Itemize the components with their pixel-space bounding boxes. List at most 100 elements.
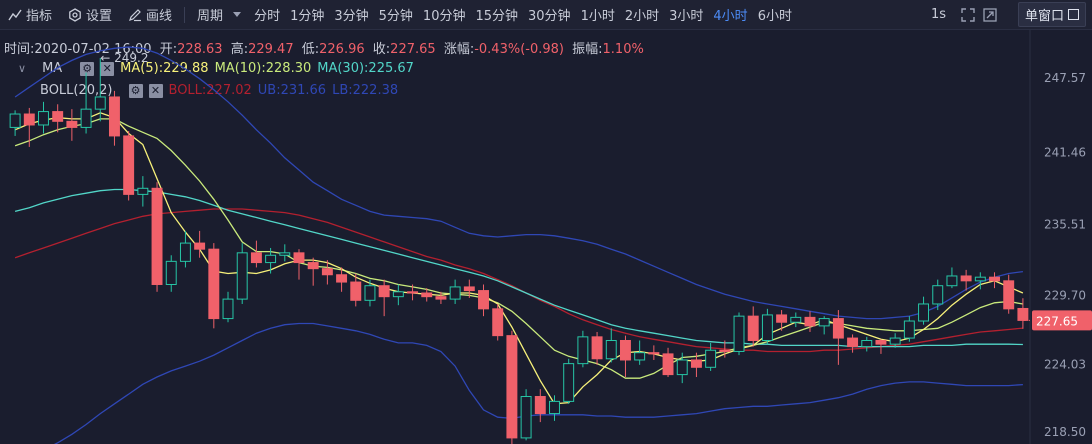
candle-body: [818, 318, 830, 327]
low-label: 低:: [301, 42, 320, 57]
window-icon: [1068, 9, 1079, 20]
period-option[interactable]: 3分钟: [334, 9, 369, 24]
period-option[interactable]: 15分钟: [475, 9, 519, 24]
ohlc-info-bar: 时间:2020-07-02 16:00 开:228.63 高:229.47 低:…: [4, 38, 644, 57]
candle-body: [563, 363, 575, 402]
candle-body: [137, 187, 149, 195]
candle-body: [648, 352, 660, 355]
candle-body: [222, 298, 234, 320]
toolbar: 指标 设置 画线 周期 分时 1分钟 3分钟 5分钟 10分钟 15分钟 30分钟 1小时 2小…: [0, 0, 1092, 30]
settings-button[interactable]: 设置: [60, 5, 120, 24]
boll-close-icon[interactable]: ✕: [148, 83, 163, 98]
candle-body: [520, 396, 532, 439]
candle-body: [94, 96, 106, 110]
candle-body: [392, 291, 404, 298]
candle-body: [847, 337, 859, 348]
change-label: 涨幅:: [443, 42, 475, 57]
period-option[interactable]: 3小时: [669, 9, 704, 24]
ma-settings-icon[interactable]: ⚙: [80, 61, 95, 76]
candle-body: [918, 303, 930, 322]
window-mode-label: 单窗口: [1024, 9, 1064, 24]
candle-body: [236, 252, 248, 300]
boll-settings-icon[interactable]: ⚙: [128, 83, 143, 98]
candle-body: [492, 308, 504, 337]
amplitude-label: 振幅:: [572, 42, 603, 57]
candle-body: [1017, 307, 1029, 321]
period-option[interactable]: 5分钟: [378, 9, 413, 24]
close-label: 收:: [372, 42, 391, 57]
window-mode-button[interactable]: 单窗口: [1017, 2, 1086, 27]
lb-value: LB:222.38: [332, 83, 399, 98]
draw-button[interactable]: 画线: [120, 5, 180, 24]
current-price-label: 227.65: [1036, 314, 1078, 328]
draw-label: 画线: [146, 9, 173, 24]
candle-body: [165, 260, 177, 285]
candle-body: [279, 252, 291, 256]
candle-body: [932, 285, 944, 305]
candle-body: [38, 111, 49, 126]
candle-body: [421, 292, 433, 298]
candle-body: [463, 286, 475, 292]
period-option[interactable]: 6小时: [757, 9, 792, 24]
expand-icon[interactable]: [982, 7, 998, 23]
candle-body: [208, 248, 220, 320]
caret-down-icon: [233, 12, 242, 17]
candle-body: [478, 290, 489, 310]
fullscreen-icon[interactable]: [960, 7, 976, 23]
period-option[interactable]: 30分钟: [528, 9, 571, 24]
candle-body: [591, 336, 603, 360]
candle-body: [179, 242, 191, 262]
candle-body: [336, 274, 348, 283]
candle-body: [52, 111, 64, 122]
y-tick-label: 218.50: [1044, 425, 1086, 439]
boll-upper-line: [14, 46, 1023, 320]
period-option[interactable]: 2小时: [624, 9, 660, 24]
candle-body: [733, 315, 745, 352]
open-label: 开:: [159, 42, 178, 57]
candle-body: [790, 316, 802, 323]
open-value: 228.63: [177, 42, 223, 57]
ma-close-icon[interactable]: ✕: [100, 61, 115, 76]
high-value: 229.47: [248, 42, 294, 57]
current-price-tag: [1032, 310, 1092, 331]
candle-body: [619, 340, 631, 361]
indicators-button[interactable]: 指标: [0, 5, 60, 24]
candle-body: [989, 276, 1000, 282]
collapse-chevron-icon[interactable]: ∨: [18, 62, 27, 75]
candle-body: [449, 286, 461, 300]
ma10-value: MA(10):228.30: [214, 61, 312, 76]
candle-body: [435, 296, 447, 300]
settings-label: 设置: [86, 9, 113, 24]
candle-body: [265, 254, 277, 264]
candle-body: [194, 242, 206, 250]
candle-body: [321, 268, 333, 276]
amplitude-value: 1.10%: [602, 42, 644, 57]
candle-body: [875, 340, 887, 345]
candle-body: [307, 262, 319, 270]
interval-label[interactable]: 1s: [930, 7, 946, 22]
y-tick-label: 235.51: [1044, 218, 1086, 232]
ma5-value: MA(5):229.88: [120, 61, 209, 76]
candle-body: [804, 316, 816, 327]
candlestick-chart[interactable]: 247.57 241.46 235.51 229.70 224.03 218.50 227.…: [0, 30, 1092, 444]
boll-legend: BOLL(20,2) ⚙ ✕ BOLL:227.02 UB:231.66 LB:…: [40, 83, 398, 98]
period-option[interactable]: 1分钟: [290, 9, 325, 24]
candle-body: [350, 281, 362, 301]
candle-body: [250, 252, 262, 264]
high-label: 高:: [230, 42, 249, 57]
time-value: 2020-07-02 16:00: [34, 42, 152, 57]
candle-body: [605, 340, 617, 360]
period-option[interactable]: 分时: [254, 9, 281, 24]
candle-body: [9, 113, 21, 128]
close-value: 227.65: [390, 42, 436, 57]
candle-body: [903, 320, 915, 339]
toolbar-divider: [184, 6, 186, 23]
ma10-line: [14, 118, 1024, 379]
candle-body: [549, 400, 560, 415]
candle-body: [108, 96, 120, 137]
period-option[interactable]: 4小时: [713, 9, 748, 24]
period-option[interactable]: 10分钟: [422, 9, 466, 24]
period-dropdown[interactable]: 周期: [189, 5, 249, 24]
ma30-value: MA(30):225.67: [317, 61, 414, 76]
period-option[interactable]: 1小时: [580, 9, 615, 24]
